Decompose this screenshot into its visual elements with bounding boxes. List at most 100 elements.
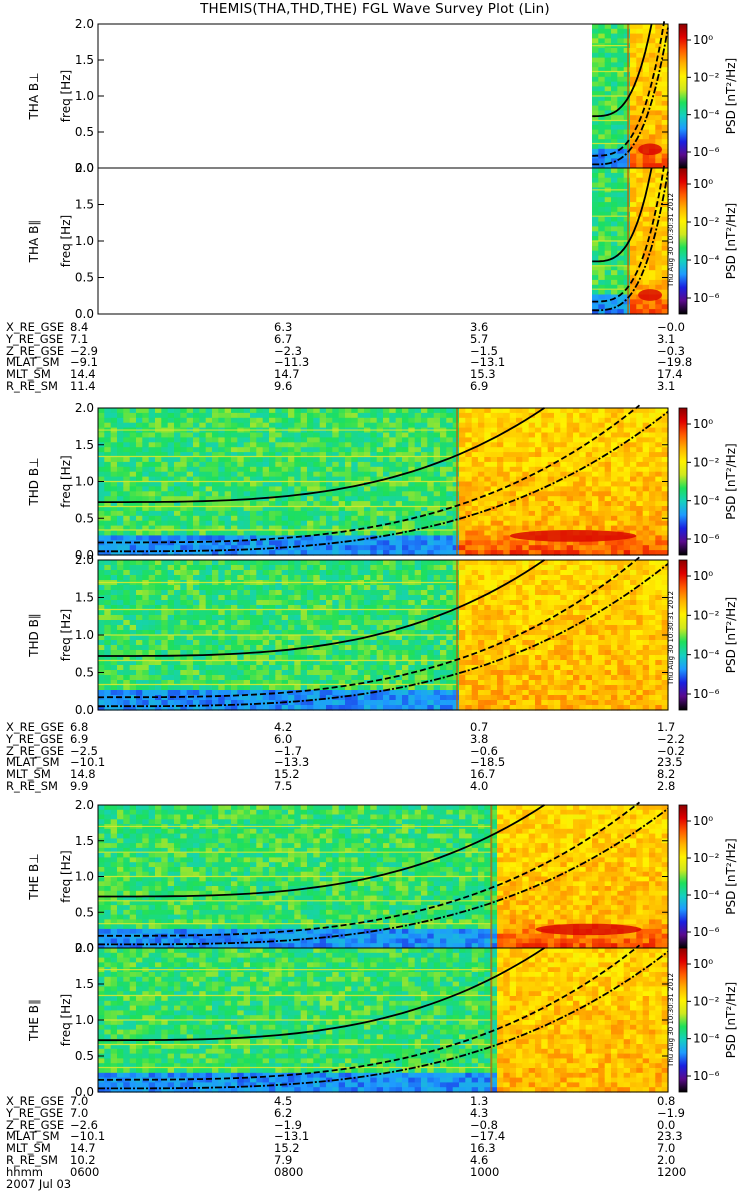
- ephemeris-value: 4.5: [274, 1094, 293, 1108]
- ephemeris-row-label: Y_RE_GSE: [6, 731, 64, 746]
- panel-label: THD B⊥: [27, 457, 41, 506]
- colorbar: 10⁰ 10⁻² 10⁻⁴ 10⁻⁶ PSD [nT²/Hz]: [678, 804, 738, 949]
- timestamp-stamp: Thu Aug 30 10:30:31 2012: [667, 973, 675, 1068]
- ephemeris-value: −13.1: [470, 355, 506, 370]
- y-axis-label: freq [Hz]: [59, 215, 73, 267]
- ephemeris-value: 14.4: [70, 367, 96, 382]
- colorbar-tick: 10⁰: [693, 417, 713, 431]
- ephemeris-row-label: MLT_SM: [6, 367, 51, 382]
- y-tick-label: 2.0: [75, 161, 94, 175]
- colorbar-tick: 10⁻⁶: [693, 925, 720, 939]
- colorbar-tick: 10⁰: [693, 569, 713, 583]
- colorbar-tick: 10⁰: [693, 957, 713, 971]
- colorbar: 10⁰ 10⁻² 10⁻⁴ 10⁻⁶ PSD [nT²/Hz]: [678, 559, 738, 711]
- ephemeris-value: −13.3: [274, 755, 310, 770]
- ephemeris-row-label: MLT_SM: [6, 767, 51, 782]
- spectrogram-panel: 0.0 0.5 1.0 1.5 2.0 THA B∥ freq [Hz]: [27, 161, 669, 321]
- colorbar-tick: 10⁻²: [693, 215, 720, 229]
- ephemeris-value: 6.7: [274, 331, 293, 346]
- ephemeris-value: 4.3: [470, 1105, 489, 1120]
- colorbar-tick: 10⁻⁶: [693, 532, 720, 546]
- ephemeris-row-label: R_RE_SM: [6, 779, 58, 793]
- ephemeris-value: 5.7: [470, 331, 489, 346]
- ephemeris-value: 16.7: [470, 767, 496, 782]
- colorbar-label: PSD [nT²/Hz]: [724, 203, 738, 279]
- ephemeris-value: −10.1: [70, 755, 106, 770]
- colorbar-label: PSD [nT²/Hz]: [724, 838, 738, 914]
- colorbar-label: PSD [nT²/Hz]: [724, 58, 738, 134]
- ephemeris-value: 15.3: [470, 367, 496, 382]
- y-axis-label: freq [Hz]: [59, 994, 73, 1046]
- ephemeris-value: 7.1: [70, 331, 89, 346]
- ephemeris-value: −17.4: [470, 1129, 506, 1144]
- colorbar-tick: 10⁻⁴: [693, 1032, 720, 1046]
- y-tick-label: 0.0: [75, 941, 94, 955]
- ephemeris-row-label: X_RE_GSE: [6, 320, 65, 334]
- ephemeris-row-label: Y_RE_GSE: [6, 331, 64, 346]
- ephemeris-value: 3.1: [657, 379, 676, 393]
- ephemeris-row-label: R_RE_SM: [6, 1153, 58, 1167]
- ephemeris-value: 0.8: [657, 1094, 676, 1108]
- ephemeris-value: 14.8: [70, 767, 96, 782]
- y-tick-label: 0.0: [75, 548, 94, 562]
- colorbar-tick: 10⁰: [693, 33, 713, 47]
- ephemeris-value: −1.7: [274, 743, 302, 758]
- ephemeris-value: −2.2: [657, 731, 685, 746]
- ephemeris-value: 8.4: [70, 320, 89, 334]
- ephemeris-value: 7.0: [657, 1141, 676, 1156]
- colorbar-tick: 10⁻⁴: [693, 888, 720, 902]
- ephemeris-value: 2.0: [657, 1153, 676, 1167]
- y-tick-label: 2.0: [75, 798, 94, 812]
- colorbar: 10⁰ 10⁻² 10⁻⁴ 10⁻⁶ PSD [nT²/Hz]: [678, 947, 738, 1093]
- ephemeris-value: −1.5: [470, 343, 498, 358]
- ephemeris-value: 6.9: [470, 379, 489, 393]
- ephemeris-row-label: hhmm: [6, 1164, 43, 1179]
- ephemeris-value: 9.9: [70, 779, 89, 793]
- ephemeris-value: −0.3: [657, 343, 685, 358]
- y-tick-label: 1.5: [75, 198, 94, 212]
- ephemeris-value: −0.2: [657, 743, 685, 758]
- ephemeris-value: −2.9: [70, 343, 98, 358]
- ephemeris-value: 23.3: [657, 1129, 683, 1144]
- y-axis-label: freq [Hz]: [59, 850, 73, 902]
- ephemeris-value: 15.2: [274, 767, 300, 782]
- ephemeris-row-label: R_RE_SM: [6, 379, 58, 393]
- ephemeris-value: 6.0: [274, 731, 293, 746]
- ephemeris-row-label: Y_RE_GSE: [6, 1105, 64, 1120]
- ephemeris-value: 1000: [470, 1164, 500, 1179]
- colorbar-label: PSD [nT²/Hz]: [724, 443, 738, 519]
- ephemeris-value: 6.9: [70, 731, 89, 746]
- y-axis-label: freq [Hz]: [59, 455, 73, 507]
- y-tick-label: 2.0: [75, 553, 94, 567]
- panel-label: THE B∥: [27, 999, 41, 1042]
- ephemeris-value: 3.6: [470, 320, 489, 334]
- ephemeris-value: −13.1: [274, 1129, 310, 1144]
- colorbar-tick: 10⁻⁶: [693, 1069, 720, 1083]
- ephemeris-value: −1.9: [274, 1117, 302, 1132]
- ephemeris-value: −2.5: [70, 743, 98, 758]
- ephemeris-value: 1.3: [470, 1094, 489, 1108]
- spectrogram-panel: 0.0 0.5 1.0 1.5 2.0 THA B⊥ freq [Hz]: [27, 17, 669, 175]
- plot-title: THEMIS(THA,THD,THE) FGL Wave Survey Plot…: [200, 1, 550, 17]
- y-tick-label: 0.0: [75, 161, 94, 175]
- ephemeris-value: 0800: [274, 1164, 304, 1179]
- ephemeris-value: 15.2: [274, 1141, 300, 1156]
- date-label: 2007 Jul 03: [6, 1176, 72, 1191]
- colorbar-tick: 10⁻²: [693, 994, 720, 1008]
- colorbar-tick: 10⁰: [693, 177, 713, 191]
- colorbar-label: PSD [nT²/Hz]: [724, 982, 738, 1058]
- ephemeris-value: −10.1: [70, 1129, 106, 1144]
- y-tick-label: 0.0: [75, 1085, 94, 1099]
- ephemeris-value: 7.0: [70, 1094, 89, 1108]
- y-tick-label: 2.0: [75, 941, 94, 955]
- ephemeris-row-label: MLAT_SM: [6, 755, 60, 770]
- colorbar-tick: 10⁻⁴: [693, 494, 720, 508]
- y-tick-label: 1.5: [75, 834, 94, 848]
- y-tick-label: 1.0: [75, 234, 94, 248]
- colorbar-tick: 10⁻⁴: [693, 108, 720, 122]
- ephemeris-row-label: X_RE_GSE: [6, 720, 65, 734]
- ephemeris-value: −0.6: [470, 743, 498, 758]
- colorbar-tick: 10⁻⁶: [693, 145, 720, 159]
- y-tick-label: 1.0: [75, 628, 94, 642]
- colorbar-tick: 10⁰: [693, 814, 713, 828]
